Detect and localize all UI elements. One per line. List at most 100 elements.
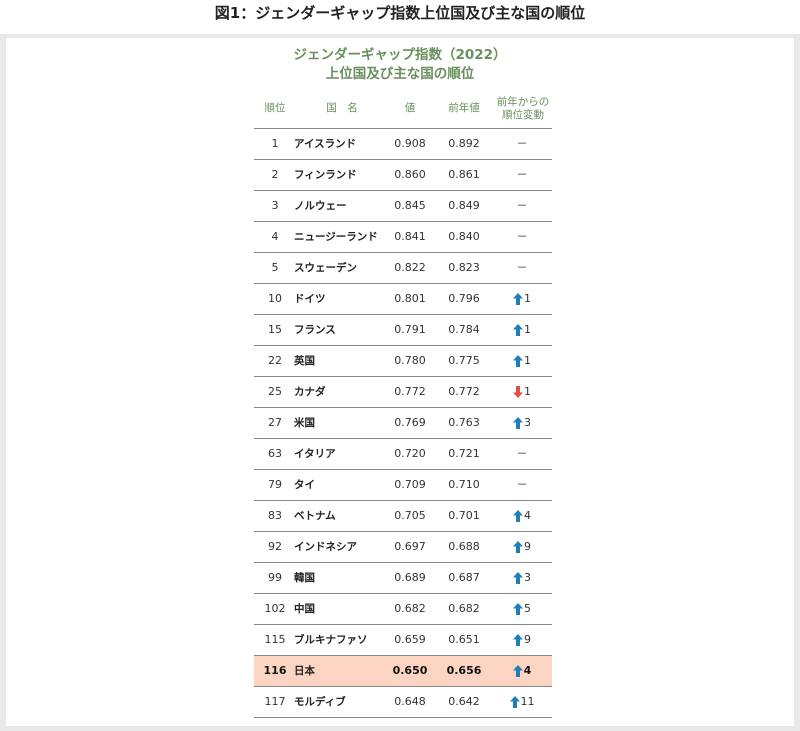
rank-change-cell: 1	[502, 346, 542, 376]
header-change-line1: 前年からの	[496, 96, 550, 108]
rank-cell: 2	[271, 168, 279, 181]
rank-change-cell: 1	[502, 315, 542, 345]
value-cell: 0.709	[394, 478, 426, 491]
prev-value-cell: 0.892	[448, 137, 480, 150]
prev-value-cell: 0.682	[448, 602, 480, 615]
rank-change-cell: －	[502, 129, 542, 159]
rank-change-cell: －	[502, 470, 542, 500]
value-cell: 0.650	[392, 664, 428, 677]
prev-value-cell: 0.763	[448, 416, 480, 429]
rank-change-value: －	[516, 478, 528, 491]
table-row: 25 カナダ 0.772 0.772 1	[254, 377, 552, 408]
arrow-up-icon	[509, 696, 520, 708]
rank-change-cell: －	[502, 222, 542, 252]
rank-change-value: 5	[524, 602, 531, 615]
chart-title: ジェンダーギャップ指数（2022） 上位国及び主な国の順位	[6, 46, 794, 84]
rank-change-cell: 1	[502, 377, 542, 407]
prev-value-cell: 0.688	[448, 540, 480, 553]
prev-value-cell: 0.796	[448, 292, 480, 305]
rank-change-cell: 4	[502, 656, 542, 686]
rank-cell: 102	[264, 602, 286, 615]
rank-change-value: 4	[523, 664, 532, 677]
rank-cell: 1	[271, 137, 279, 150]
rank-cell: 83	[268, 509, 282, 522]
rank-cell: 27	[268, 416, 282, 429]
rank-cell: 63	[268, 447, 282, 460]
table-row: 5 スウェーデン 0.822 0.823 －	[254, 253, 552, 284]
arrow-up-icon	[513, 355, 523, 367]
arrow-up-icon	[513, 634, 523, 646]
arrow-up-icon	[513, 572, 523, 584]
table-row: 102 中国 0.682 0.682 5	[254, 594, 552, 625]
rank-change-cell: －	[502, 191, 542, 221]
rank-change-cell: 9	[502, 625, 542, 655]
chart-title-line1: ジェンダーギャップ指数（2022）	[293, 47, 507, 63]
value-cell: 0.689	[394, 571, 426, 584]
value-cell: 0.720	[394, 447, 426, 460]
rank-cell: 115	[264, 633, 286, 646]
prev-value-cell: 0.849	[448, 199, 480, 212]
value-cell: 0.908	[394, 137, 426, 150]
table-row: 22 英国 0.780 0.775 1	[254, 346, 552, 377]
prev-value-cell: 0.721	[448, 447, 480, 460]
value-cell: 0.659	[394, 633, 426, 646]
rank-change-cell: －	[502, 253, 542, 283]
table-row: 27 米国 0.769 0.763 3	[254, 408, 552, 439]
arrow-up-icon	[513, 541, 523, 553]
arrow-up-icon	[513, 603, 523, 615]
value-cell: 0.780	[394, 354, 426, 367]
rank-change-cell: 4	[502, 501, 542, 531]
rank-change-value: 1	[524, 292, 531, 305]
value-cell: 0.705	[394, 509, 426, 522]
rank-change-cell: 11	[502, 687, 542, 717]
header-prev-value: 前年値	[448, 102, 480, 114]
prev-value-cell: 0.710	[448, 478, 480, 491]
country-cell: ベトナム	[294, 510, 336, 522]
table-card: ジェンダーギャップ指数（2022） 上位国及び主な国の順位 順位 国 名 値 前…	[6, 38, 794, 726]
value-cell: 0.841	[394, 230, 426, 243]
value-cell: 0.697	[394, 540, 426, 553]
rank-change-value: 9	[524, 540, 531, 553]
ranking-table: 1 アイスランド 0.908 0.892 － 2 フィンランド 0.860 0.861 － 3 ノルウ…	[254, 129, 552, 718]
rank-change-value: －	[516, 230, 528, 243]
value-cell: 0.860	[394, 168, 426, 181]
rank-change-value: －	[516, 137, 528, 150]
rank-cell: 10	[268, 292, 282, 305]
value-cell: 0.822	[394, 261, 426, 274]
prev-value-cell: 0.823	[448, 261, 480, 274]
country-cell: イタリア	[294, 448, 336, 460]
rank-cell: 92	[268, 540, 282, 553]
rank-change-value: 1	[524, 323, 531, 336]
header-change-line2: 順位変動	[502, 109, 544, 121]
country-cell: モルディブ	[294, 696, 346, 708]
rank-cell: 15	[268, 323, 282, 336]
table-row: 2 フィンランド 0.860 0.861 －	[254, 160, 552, 191]
country-cell: タイ	[294, 479, 315, 491]
country-cell: アイスランド	[294, 138, 357, 150]
rank-change-value: 3	[524, 416, 531, 429]
country-cell: フィンランド	[294, 169, 357, 181]
table-row: 1 アイスランド 0.908 0.892 －	[254, 129, 552, 160]
country-cell: 韓国	[294, 572, 315, 584]
rank-cell: 5	[271, 261, 279, 274]
rank-cell: 99	[268, 571, 282, 584]
table-row: 116 日本 0.650 0.656 4	[254, 656, 552, 687]
figure-title: 図1：ジェンダーギャップ指数上位国及び主な国の順位	[214, 4, 586, 22]
rank-change-value: －	[516, 261, 528, 274]
country-cell: ドイツ	[294, 293, 326, 305]
prev-value-cell: 0.840	[448, 230, 480, 243]
rank-change-cell: －	[502, 160, 542, 190]
rank-change-value: 1	[524, 354, 531, 367]
rank-change-value: 4	[524, 509, 531, 522]
header-rank-change: 前年からの 順位変動	[488, 96, 558, 122]
rank-cell: 117	[264, 695, 286, 708]
table-row: 115 ブルキナファソ 0.659 0.651 9	[254, 625, 552, 656]
country-cell: 米国	[294, 417, 315, 429]
header-country: 国 名	[326, 102, 358, 114]
table-row: 4 ニュージーランド 0.841 0.840 －	[254, 222, 552, 253]
country-cell: フランス	[294, 324, 336, 336]
prev-value-cell: 0.861	[448, 168, 480, 181]
table-row: 3 ノルウェー 0.845 0.849 －	[254, 191, 552, 222]
country-cell: ブルキナファソ	[294, 634, 368, 646]
table-row: 63 イタリア 0.720 0.721 －	[254, 439, 552, 470]
